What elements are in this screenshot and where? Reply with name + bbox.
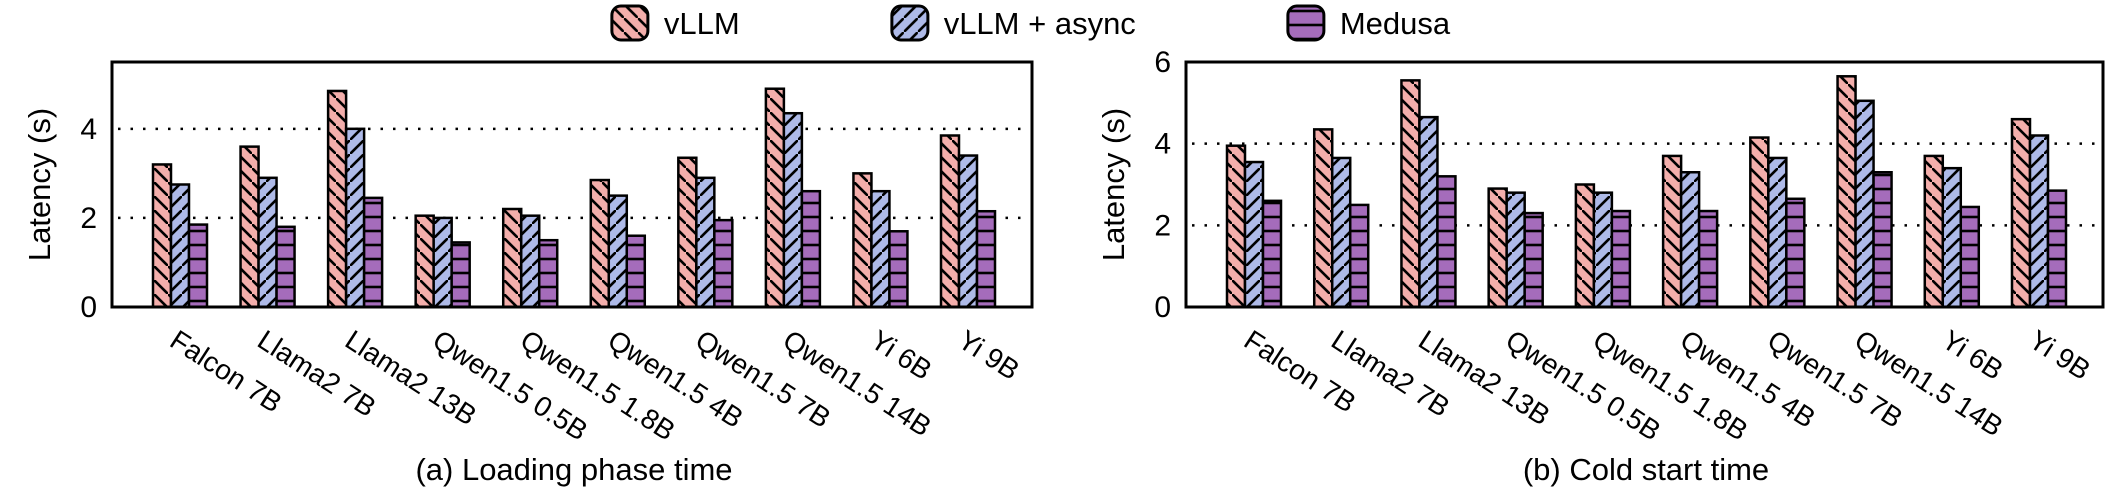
bar [1436, 175, 1457, 309]
bar [1418, 115, 1439, 309]
bar [1610, 209, 1632, 309]
bar [187, 223, 209, 309]
bar [625, 234, 647, 309]
bar [1574, 183, 1596, 309]
bar [1767, 156, 1788, 309]
bar [975, 209, 997, 309]
swatch-hatch [890, 4, 930, 42]
y-tick-label: 2 [1154, 209, 1171, 242]
bar [764, 87, 786, 309]
bar [1312, 128, 1334, 309]
bar [169, 183, 191, 309]
bar [1923, 154, 1945, 309]
bar [326, 89, 348, 309]
bar [2028, 134, 2050, 309]
legend-item-vllm: vLLM [610, 4, 740, 42]
swatch-hatch [610, 4, 650, 42]
y-tick-label: 4 [1154, 128, 1171, 161]
x-tick-label: Qwen1.5 14B [1849, 324, 2008, 442]
bar [519, 214, 541, 309]
bar [1749, 136, 1770, 309]
bar [1348, 203, 1370, 309]
axes-frame [110, 60, 1034, 309]
y-axis-label-a: Latency (s) [22, 108, 57, 261]
caption-loading-phase: (a) Loading phase time [415, 452, 733, 487]
bar [1959, 205, 1981, 309]
bar [1854, 99, 1875, 309]
bar [1243, 160, 1265, 309]
bar [888, 230, 909, 309]
bar [239, 145, 260, 309]
bar [1523, 211, 1544, 309]
legend-label-medusa: Medusa [1339, 5, 1451, 41]
vllm-swatch-icon [610, 4, 650, 42]
bar [800, 189, 822, 309]
bar [1697, 209, 1719, 309]
bar [695, 176, 716, 309]
bar [607, 194, 629, 309]
bar [1225, 144, 1247, 309]
axes-frame [1184, 60, 2105, 309]
bar [1487, 187, 1508, 309]
vllm-async-swatch-icon [890, 4, 930, 42]
bar [1872, 171, 1893, 309]
bar [257, 176, 278, 309]
bar [1330, 156, 1352, 309]
y-tick-label: 4 [80, 113, 97, 146]
x-tick-label: Yi 9B [2024, 324, 2096, 386]
y-tick-label: 0 [80, 291, 97, 324]
bar [2010, 117, 2032, 309]
bar [414, 214, 435, 309]
legend-label-vllm: vLLM [663, 5, 740, 41]
bar [501, 207, 523, 309]
bar [151, 163, 173, 309]
y-tick-label: 0 [1154, 291, 1171, 324]
legend-label-vllm-async: vLLM + async [943, 5, 1136, 41]
bar [344, 127, 366, 309]
bar [362, 196, 384, 309]
caption-cold-start: (b) Cold start time [1522, 452, 1770, 487]
bar [450, 241, 471, 309]
medusa-swatch-icon [1286, 4, 1326, 42]
y-tick-label: 2 [80, 202, 97, 235]
bar [432, 216, 453, 309]
swatch-hatch [1286, 4, 1326, 42]
x-tick-label: Qwen1.5 14B [778, 324, 937, 442]
bar [1679, 171, 1701, 309]
bar [713, 218, 734, 309]
bar [852, 172, 873, 309]
bar [782, 111, 804, 309]
bar [1836, 75, 1857, 309]
bar [1661, 154, 1683, 309]
y-tick-label: 6 [1154, 46, 1171, 79]
legend: vLLM vLLM + async Medusa [610, 2, 1450, 44]
bar [939, 134, 961, 309]
bar [275, 225, 296, 309]
bar [537, 238, 559, 309]
bar [1261, 199, 1283, 309]
bar [870, 189, 891, 309]
bar [1785, 197, 1806, 309]
legend-item-vllm-async: vLLM + async [890, 4, 1136, 42]
x-tick-label: Yi 9B [953, 324, 1025, 386]
bar [2046, 189, 2068, 309]
bar [589, 178, 611, 309]
bar [1941, 166, 1963, 309]
y-axis-label-b: Latency (s) [1096, 108, 1131, 261]
bar [677, 156, 698, 309]
legend-item-medusa: Medusa [1286, 4, 1450, 42]
bar [1592, 191, 1614, 309]
bar [1400, 79, 1421, 309]
bar [1505, 191, 1526, 309]
bar [957, 154, 979, 309]
